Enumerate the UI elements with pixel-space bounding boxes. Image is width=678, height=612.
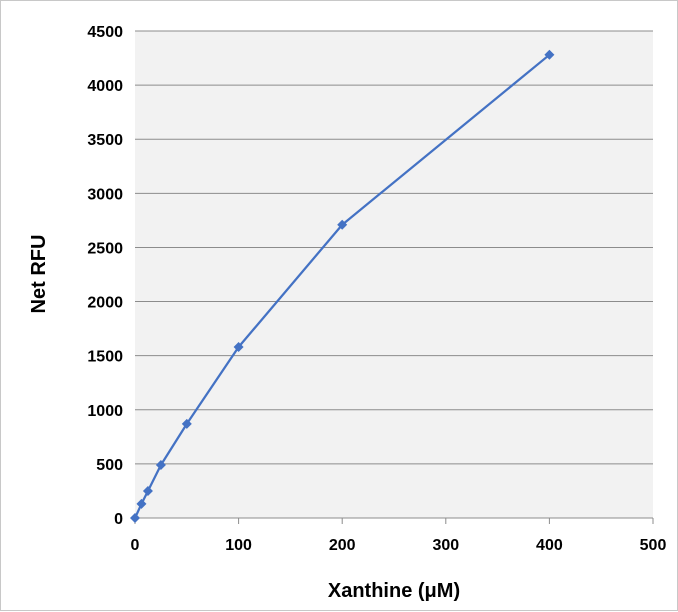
grid-lines [135,30,653,465]
data-point-0-5 [233,342,244,353]
data-point-0-7 [544,49,555,60]
y-tick-label-3000: 3000 [87,186,123,203]
plot-area [135,31,653,518]
data-point-0-1 [136,498,147,509]
y-tick-label-4000: 4000 [87,78,123,95]
series-layer [130,49,555,523]
y-tick-label-500: 500 [96,457,123,474]
x-tick-label-0: 0 [131,537,140,554]
data-point-0-3 [155,459,166,470]
x-tick-labels: 0 100 200 300 400 500 [131,537,667,554]
x-axis-ticks [134,518,654,524]
data-point-0-4 [181,418,192,429]
data-point-0-0 [130,513,140,523]
y-tick-label-1000: 1000 [87,403,123,420]
y-tick-label-2000: 2000 [87,295,123,312]
data-point-0-2 [142,485,153,496]
x-tick-label-400: 400 [536,537,563,554]
x-tick-label-200: 200 [329,537,356,554]
y-tick-label-1500: 1500 [87,349,123,366]
x-tick-label-100: 100 [225,537,252,554]
x-axis-title: Xanthine (μM) [328,580,460,602]
x-tick-label-500: 500 [640,537,667,554]
y-tick-label-4500: 4500 [87,24,123,41]
x-tick-label-300: 300 [432,537,459,554]
y-axis-title: Net RFU [28,235,50,314]
y-tick-label-3500: 3500 [87,132,123,149]
y-tick-label-2500: 2500 [87,240,123,257]
data-point-0-6 [337,219,348,230]
y-tick-labels: 0 500 1000 1500 2000 2500 3000 3500 4000 4500 [87,24,123,528]
y-tick-label-0: 0 [114,511,123,528]
